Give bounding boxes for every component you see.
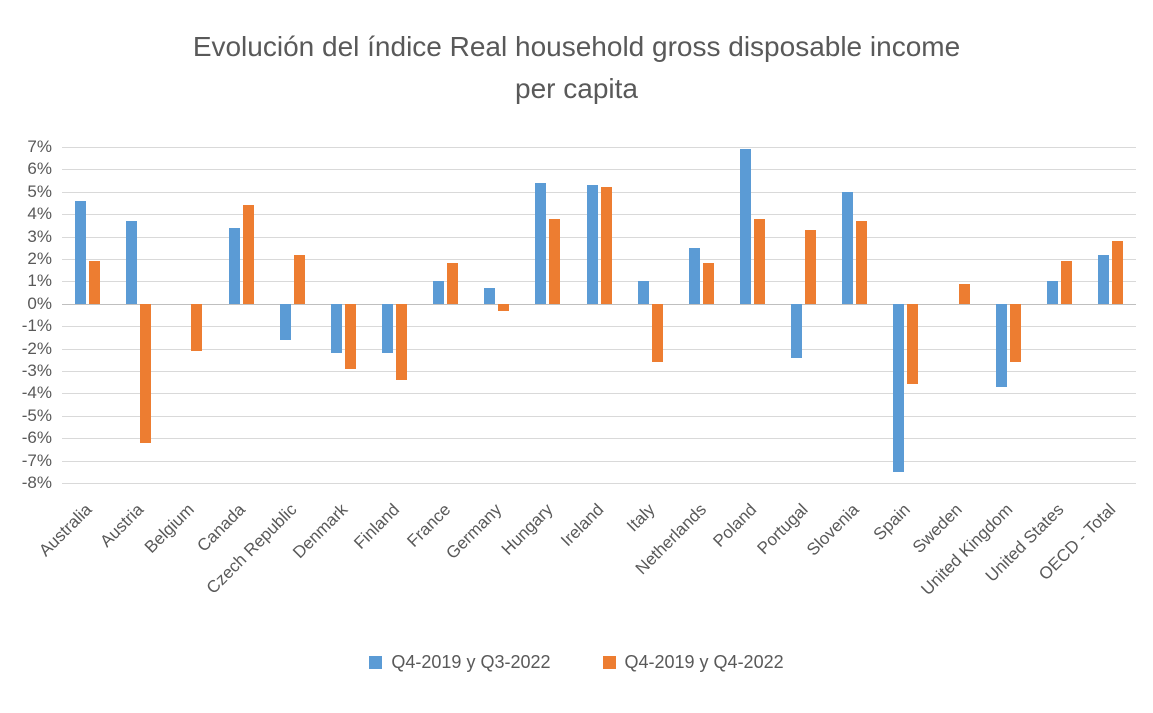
bar-series-2 (702, 263, 714, 304)
gridline (62, 393, 1136, 395)
x-category-label: Denmark (289, 499, 352, 563)
bar-series-2 (395, 303, 407, 380)
gridline (62, 214, 1136, 216)
y-tick-label: 3% (27, 226, 52, 246)
bar-series-2 (1060, 261, 1072, 304)
bar-series-2 (447, 263, 459, 304)
y-tick-label: -6% (21, 428, 52, 448)
bar-series-1 (586, 185, 598, 304)
bar-series-2 (805, 229, 817, 304)
legend-label: Q4-2019 y Q3-2022 (391, 652, 551, 672)
gridline (62, 348, 1136, 350)
bar-series-2 (856, 220, 868, 304)
gridline (62, 169, 1136, 171)
y-tick-label: -5% (21, 405, 52, 425)
gridline (62, 259, 1136, 260)
bar-series-2 (1009, 303, 1021, 363)
bar-series-1 (433, 281, 445, 304)
bar-series-1 (126, 220, 138, 304)
bar-series-1 (688, 247, 700, 304)
x-category-label: Germany (442, 499, 506, 563)
y-tick-label: 7% (27, 137, 52, 156)
bar-series-1 (228, 227, 240, 304)
bar-series-1 (1097, 254, 1109, 304)
gridline (62, 460, 1136, 462)
legend: Q4-2019 y Q3-2022 Q4-2019 y Q4-2022 (0, 652, 1153, 673)
bar-series-2 (600, 187, 612, 304)
bar-series-2 (753, 218, 765, 304)
legend-item: Q4-2019 y Q3-2022 (369, 652, 551, 673)
bar-series-2 (498, 303, 510, 311)
bar-series-2 (651, 303, 663, 363)
x-category-label: Hungary (497, 499, 557, 559)
bar-series-1 (484, 288, 496, 304)
y-tick-label: -7% (21, 450, 52, 470)
x-category-label: Spain (870, 499, 915, 545)
bar-series-1 (893, 303, 905, 472)
bar-series-1 (1046, 281, 1058, 304)
x-category-label: Finland (349, 499, 403, 553)
legend-label: Q4-2019 y Q4-2022 (624, 652, 784, 672)
gridline (62, 236, 1136, 238)
y-tick-label: -4% (21, 383, 52, 403)
gridline (62, 438, 1136, 440)
legend-swatch-icon (369, 656, 383, 669)
x-category-label: Slovenia (803, 499, 864, 560)
x-category-label: Belgium (141, 499, 199, 557)
legend-swatch-icon (602, 656, 616, 669)
bar-series-1 (637, 281, 649, 304)
bar-series-2 (191, 303, 203, 351)
gridline (62, 281, 1136, 283)
x-category-label: Austria (96, 499, 148, 551)
bar-series-1 (995, 303, 1007, 387)
gridline (62, 483, 1136, 484)
y-tick-label: 4% (27, 204, 52, 224)
bar-series-1 (842, 191, 854, 304)
legend-item: Q4-2019 y Q4-2022 (602, 652, 784, 673)
x-category-label: Italy (623, 499, 659, 536)
bar-series-2 (140, 303, 152, 443)
bar-series-2 (242, 205, 254, 304)
bar-series-2 (907, 303, 919, 385)
y-tick-label: -3% (21, 361, 52, 380)
bar-series-1 (381, 303, 393, 354)
bar-series-2 (549, 218, 561, 304)
bar-series-2 (344, 303, 356, 369)
gridline (62, 147, 1136, 148)
y-tick-label: -2% (21, 338, 52, 358)
bar-series-1 (75, 200, 87, 304)
x-category-label: Czech Republic (202, 499, 301, 598)
x-category-label: Australia (35, 499, 96, 561)
y-tick-label: -1% (21, 316, 52, 336)
bar-series-1 (739, 149, 751, 304)
bar-series-1 (535, 182, 547, 304)
x-axis-line (62, 303, 1136, 305)
chart-title: Evolución del índice Real household gros… (192, 31, 961, 104)
x-category-label: Ireland (557, 499, 608, 551)
bar-series-2 (89, 261, 101, 304)
y-tick-label: 5% (27, 181, 52, 201)
bar-series-1 (330, 303, 342, 354)
y-tick-label: 2% (27, 249, 52, 268)
y-tick-label: 6% (27, 159, 52, 179)
bar-series-1 (279, 303, 291, 340)
gridline (62, 326, 1136, 328)
bar-series-2 (1111, 241, 1123, 304)
bar-series-1 (791, 303, 803, 358)
y-tick-label: 0% (27, 293, 52, 313)
gridline (62, 371, 1136, 372)
y-tick-label: 1% (27, 271, 52, 291)
gridline (62, 415, 1136, 417)
gridline (62, 191, 1136, 193)
y-tick-label: -8% (21, 473, 52, 492)
x-category-label: Portugal (753, 499, 812, 559)
bar-series-2 (293, 254, 305, 304)
bar-series-2 (958, 283, 970, 304)
